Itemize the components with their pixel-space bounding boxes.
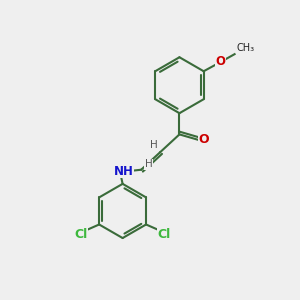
Text: H: H: [145, 159, 152, 170]
Text: H: H: [150, 140, 158, 150]
Text: Cl: Cl: [74, 228, 88, 241]
Text: O: O: [199, 133, 209, 146]
Text: Cl: Cl: [158, 228, 171, 241]
Text: O: O: [215, 55, 226, 68]
Text: CH₃: CH₃: [236, 43, 254, 53]
Text: NH: NH: [114, 165, 134, 178]
